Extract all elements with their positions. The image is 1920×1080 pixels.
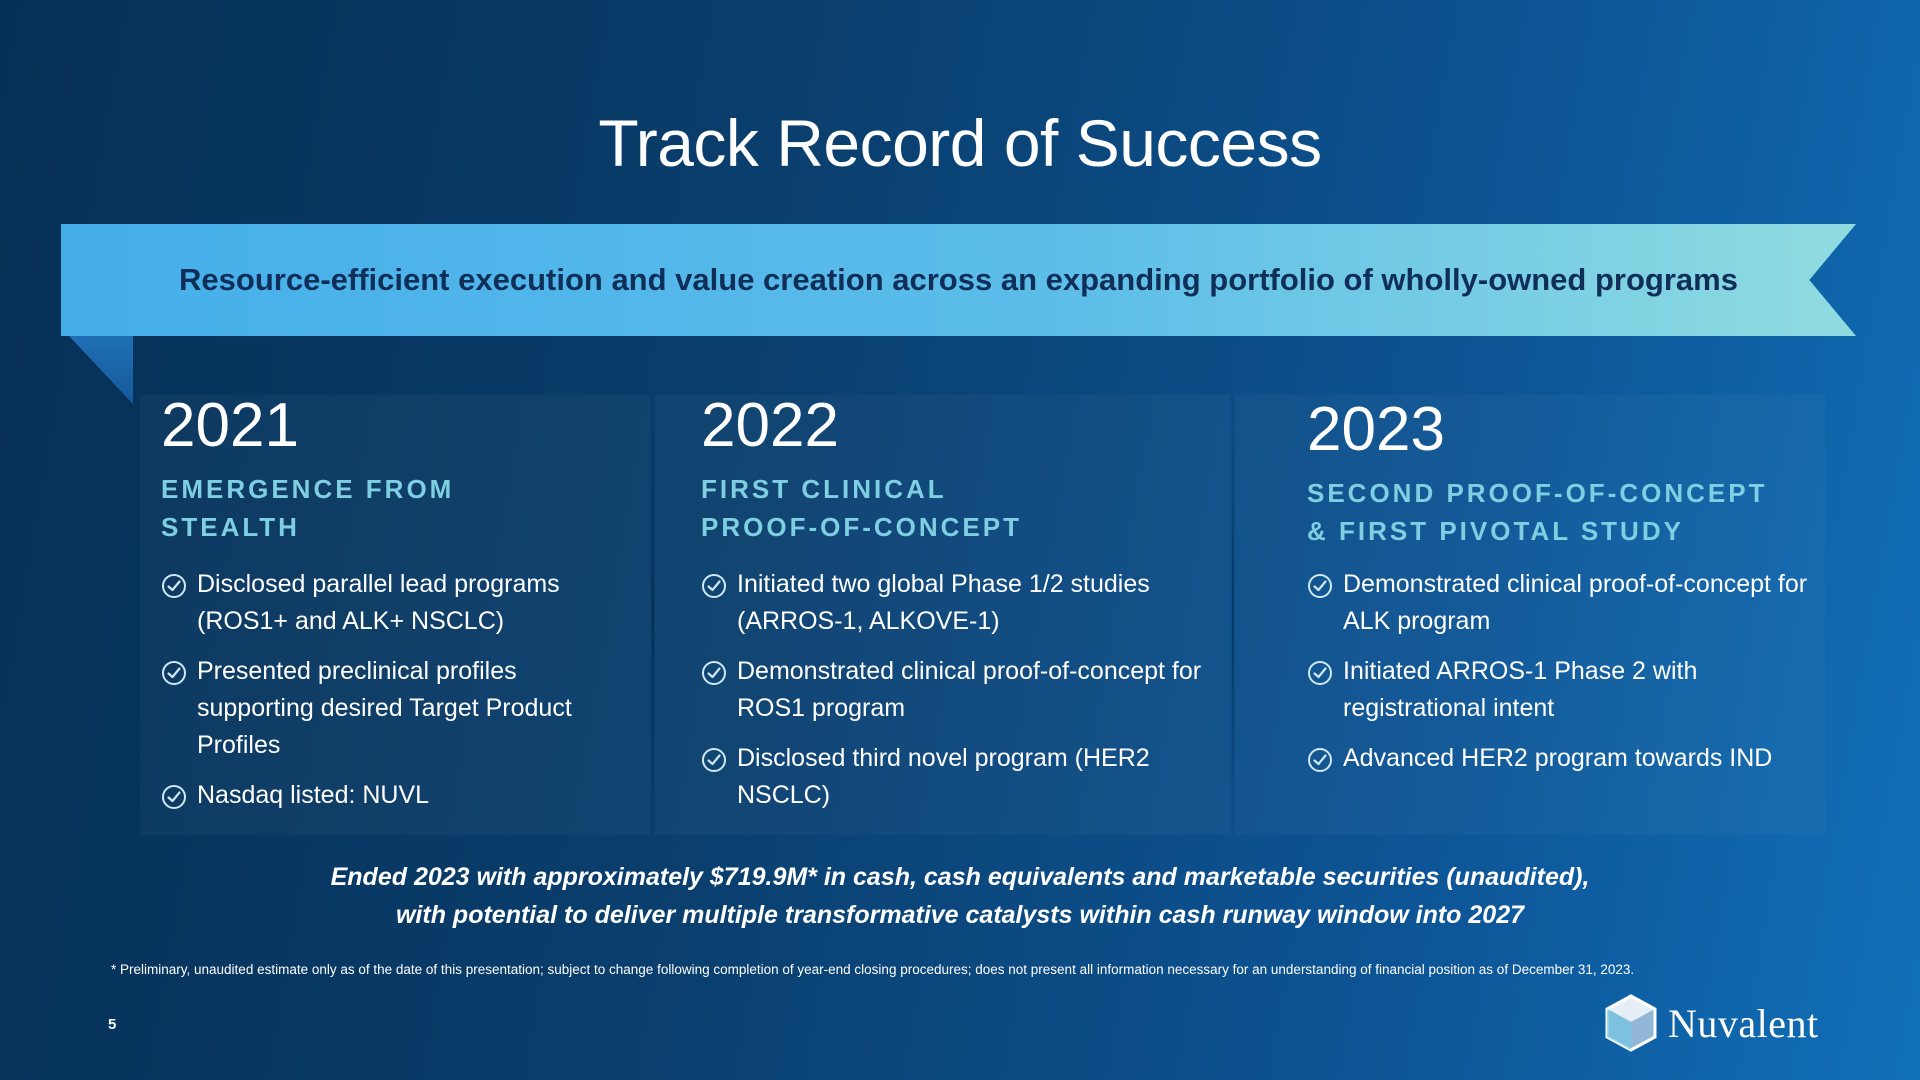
list-item-text: Disclosed third novel program (HER2 NSCL… [737, 744, 1150, 809]
list-item: Nasdaq listed: NUVL [161, 777, 631, 814]
check-circle-icon [702, 748, 726, 772]
company-logo: Nuvalent [1604, 993, 1819, 1053]
subtitle-line: STEALTH [161, 512, 300, 542]
banner-fold [69, 336, 133, 404]
year-heading: 2022 [701, 391, 839, 460]
year-heading: 2021 [161, 391, 299, 460]
page-number: 5 [108, 1016, 117, 1033]
list-item: Initiated two global Phase 1/2 studies (… [701, 566, 1221, 640]
column-divider [1232, 400, 1234, 830]
year-heading: 2023 [1307, 395, 1445, 464]
slide-title: Track Record of Success [598, 106, 1322, 180]
summary-line: with potential to deliver multiple trans… [395, 901, 1524, 929]
check-circle-icon [702, 574, 726, 598]
check-circle-icon [702, 661, 726, 685]
list-item: Presented preclinical profiles supportin… [161, 653, 631, 764]
banner-text: Resource-efficient execution and value c… [179, 262, 1738, 297]
subtitle-line: SECOND PROOF-OF-CONCEPT [1307, 478, 1768, 508]
column-subtitle: SECOND PROOF-OF-CONCEPT & FIRST PIVOTAL … [1307, 474, 1827, 550]
column-divider [652, 400, 654, 830]
check-circle-icon [162, 785, 186, 809]
list-item: Initiated ARROS-1 Phase 2 with registrat… [1307, 653, 1827, 727]
list-item-text: Advanced HER2 program towards IND [1343, 744, 1773, 772]
list-item: Disclosed parallel lead programs (ROS1+ … [161, 566, 631, 640]
list-item-text: Demonstrated clinical proof-of-concept f… [737, 657, 1202, 722]
list-item: Demonstrated clinical proof-of-concept f… [1307, 566, 1827, 640]
footnote: * Preliminary, unaudited estimate only a… [111, 962, 1635, 977]
list-item-text: Demonstrated clinical proof-of-concept f… [1343, 570, 1808, 635]
list-item-text: Presented preclinical profiles supportin… [197, 657, 572, 759]
check-circle-icon [162, 574, 186, 598]
list-item-text: Disclosed parallel lead programs (ROS1+ … [197, 570, 560, 635]
check-circle-icon [1308, 574, 1332, 598]
logo-text: Nuvalent [1668, 1000, 1819, 1046]
cash-summary: Ended 2023 with approximately $719.9M* i… [0, 858, 1920, 934]
list-item: Demonstrated clinical proof-of-concept f… [701, 653, 1221, 727]
check-circle-icon [1308, 748, 1332, 772]
column-2023: 2023 SECOND PROOF-OF-CONCEPT & FIRST PIV… [1307, 394, 1827, 844]
column-subtitle: FIRST CLINICAL PROOF-OF-CONCEPT [701, 470, 1221, 546]
banner-ribbon: Resource-efficient execution and value c… [61, 224, 1856, 336]
list-item-text: Initiated two global Phase 1/2 studies (… [737, 570, 1150, 635]
column-2022: 2022 FIRST CLINICAL PROOF-OF-CONCEPT Ini… [701, 390, 1221, 840]
subtitle-line: FIRST CLINICAL [701, 474, 947, 504]
column-2021: 2021 EMERGENCE FROM STEALTH Disclosed pa… [161, 390, 631, 840]
list-item-text: Initiated ARROS-1 Phase 2 with registrat… [1343, 657, 1698, 722]
check-circle-icon [162, 661, 186, 685]
subtitle-line: & FIRST PIVOTAL STUDY [1307, 516, 1684, 546]
check-circle-icon [1308, 661, 1332, 685]
subtitle-line: PROOF-OF-CONCEPT [701, 512, 1022, 542]
column-subtitle: EMERGENCE FROM STEALTH [161, 470, 631, 546]
summary-line: Ended 2023 with approximately $719.9M* i… [330, 863, 1590, 891]
list-item: Advanced HER2 program towards IND [1307, 740, 1827, 777]
list-item-text: Nasdaq listed: NUVL [197, 781, 430, 809]
list-item: Disclosed third novel program (HER2 NSCL… [701, 740, 1221, 814]
nuvalent-logo-icon [1605, 994, 1657, 1052]
subtitle-line: EMERGENCE FROM [161, 474, 455, 504]
